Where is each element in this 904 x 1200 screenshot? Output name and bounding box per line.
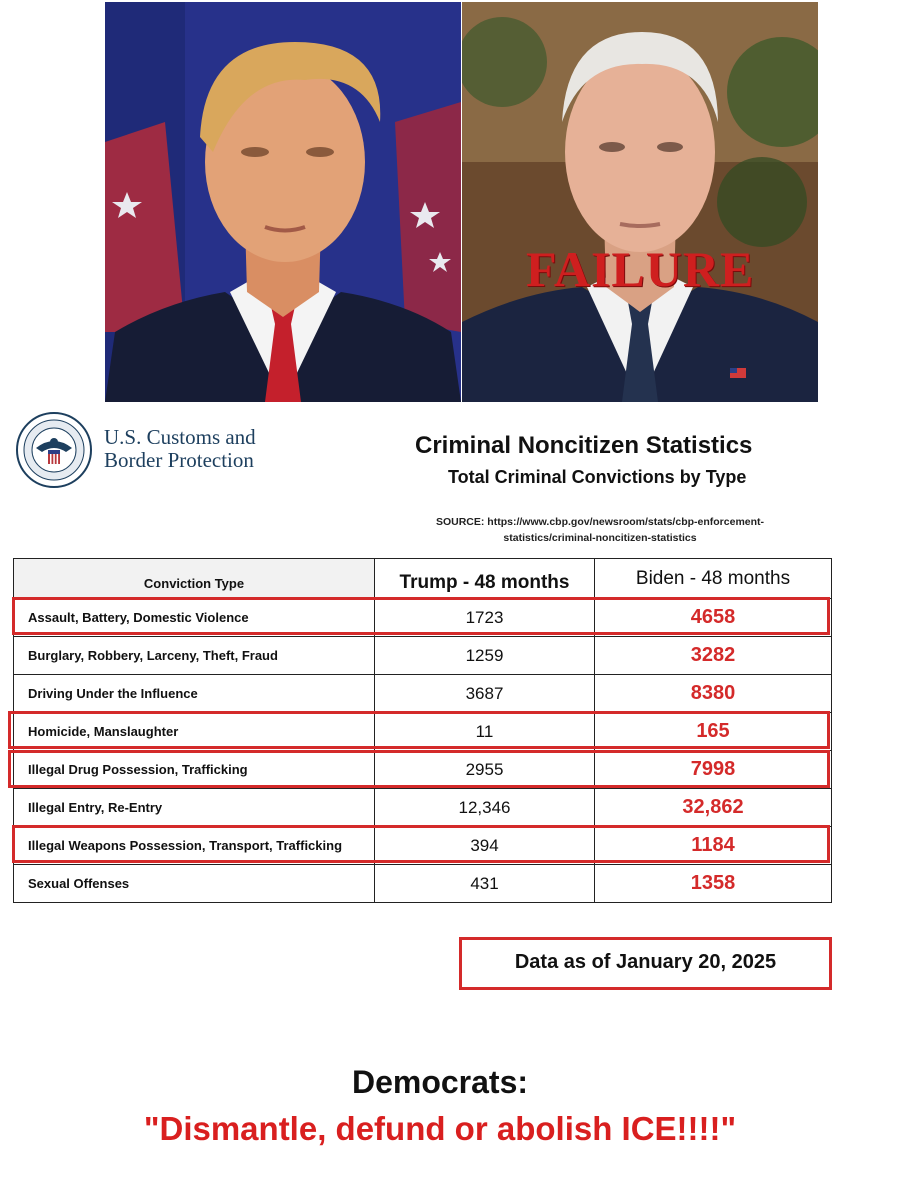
header-trump: Trump - 48 months [374, 558, 595, 599]
page-subtitle: Total Criminal Convictions by Type [448, 467, 747, 487]
data-date-note: Data as of January 20, 2025 [459, 937, 832, 990]
table-row: Illegal Entry, Re-Entry 12,346 32,862 [13, 788, 832, 827]
table-row: Homicide, Manslaughter 11 165 [13, 712, 832, 751]
trump-value-cell: 3687 [374, 674, 595, 713]
biden-value-cell: 32,862 [594, 788, 832, 827]
trump-value-cell: 11 [374, 712, 595, 751]
header-conviction-type: Conviction Type [13, 558, 375, 599]
conviction-type-cell: Illegal Weapons Possession, Transport, T… [13, 826, 375, 865]
footer-quote: "Dismantle, defund or abolish ICE!!!!" [143, 1110, 737, 1147]
source-citation: SOURCE: https://www.cbp.gov/newsroom/sta… [400, 514, 800, 546]
conviction-type-cell: Sexual Offenses [13, 864, 375, 903]
source-line2: statistics/criminal-noncitizen-statistic… [503, 532, 697, 544]
biden-photo: FAILURE [462, 2, 818, 402]
trump-value-cell: 1259 [374, 636, 595, 675]
table-row: Illegal Drug Possession, Trafficking 295… [13, 750, 832, 789]
biden-value-cell: 1184 [594, 826, 832, 865]
trump-value-cell: 1723 [374, 598, 595, 637]
table-row: Driving Under the Influence 3687 8380 [13, 674, 832, 713]
conviction-type-cell: Illegal Drug Possession, Trafficking [13, 750, 375, 789]
page-title: Criminal Noncitizen Statistics [415, 432, 753, 459]
table-row: Burglary, Robbery, Larceny, Theft, Fraud… [13, 636, 832, 675]
source-line1: SOURCE: https://www.cbp.gov/newsroom/sta… [435, 516, 765, 528]
biden-value-cell: 1358 [594, 864, 832, 903]
trump-value-cell: 394 [374, 826, 595, 865]
biden-value-cell: 3282 [594, 636, 832, 675]
footer-title: Democrats: [351, 1064, 529, 1100]
agency-name: U.S. Customs and Border Protection [104, 426, 256, 472]
conviction-type-cell: Burglary, Robbery, Larceny, Theft, Fraud [13, 636, 375, 675]
table-row: Sexual Offenses 431 1358 [13, 864, 832, 903]
table-row: Assault, Battery, Domestic Violence 1723… [13, 598, 832, 637]
biden-value-cell: 165 [594, 712, 832, 751]
header-biden: Biden - 48 months [594, 558, 832, 599]
failure-overlay-text: FAILURE [526, 241, 755, 297]
convictions-table: Conviction Type Trump - 48 months Biden … [13, 558, 832, 903]
conviction-type-cell: Homicide, Manslaughter [13, 712, 375, 751]
cbp-seal-icon [16, 412, 92, 488]
conviction-type-cell: Illegal Entry, Re-Entry [13, 788, 375, 827]
biden-value-cell: 4658 [594, 598, 832, 637]
biden-value-cell: 7998 [594, 750, 832, 789]
trump-value-cell: 12,346 [374, 788, 595, 827]
trump-value-cell: 431 [374, 864, 595, 903]
trump-photo [105, 2, 461, 402]
biden-value-cell: 8380 [594, 674, 832, 713]
agency-name-line2: Border Protection [104, 448, 254, 472]
cbp-logo: U.S. Customs and Border Protection [16, 410, 292, 490]
agency-name-line1: U.S. Customs and [104, 425, 256, 449]
conviction-type-cell: Driving Under the Influence [13, 674, 375, 713]
trump-value-cell: 2955 [374, 750, 595, 789]
table-header-row: Conviction Type Trump - 48 months Biden … [13, 558, 832, 599]
conviction-type-cell: Assault, Battery, Domestic Violence [13, 598, 375, 637]
table-row: Illegal Weapons Possession, Transport, T… [13, 826, 832, 865]
